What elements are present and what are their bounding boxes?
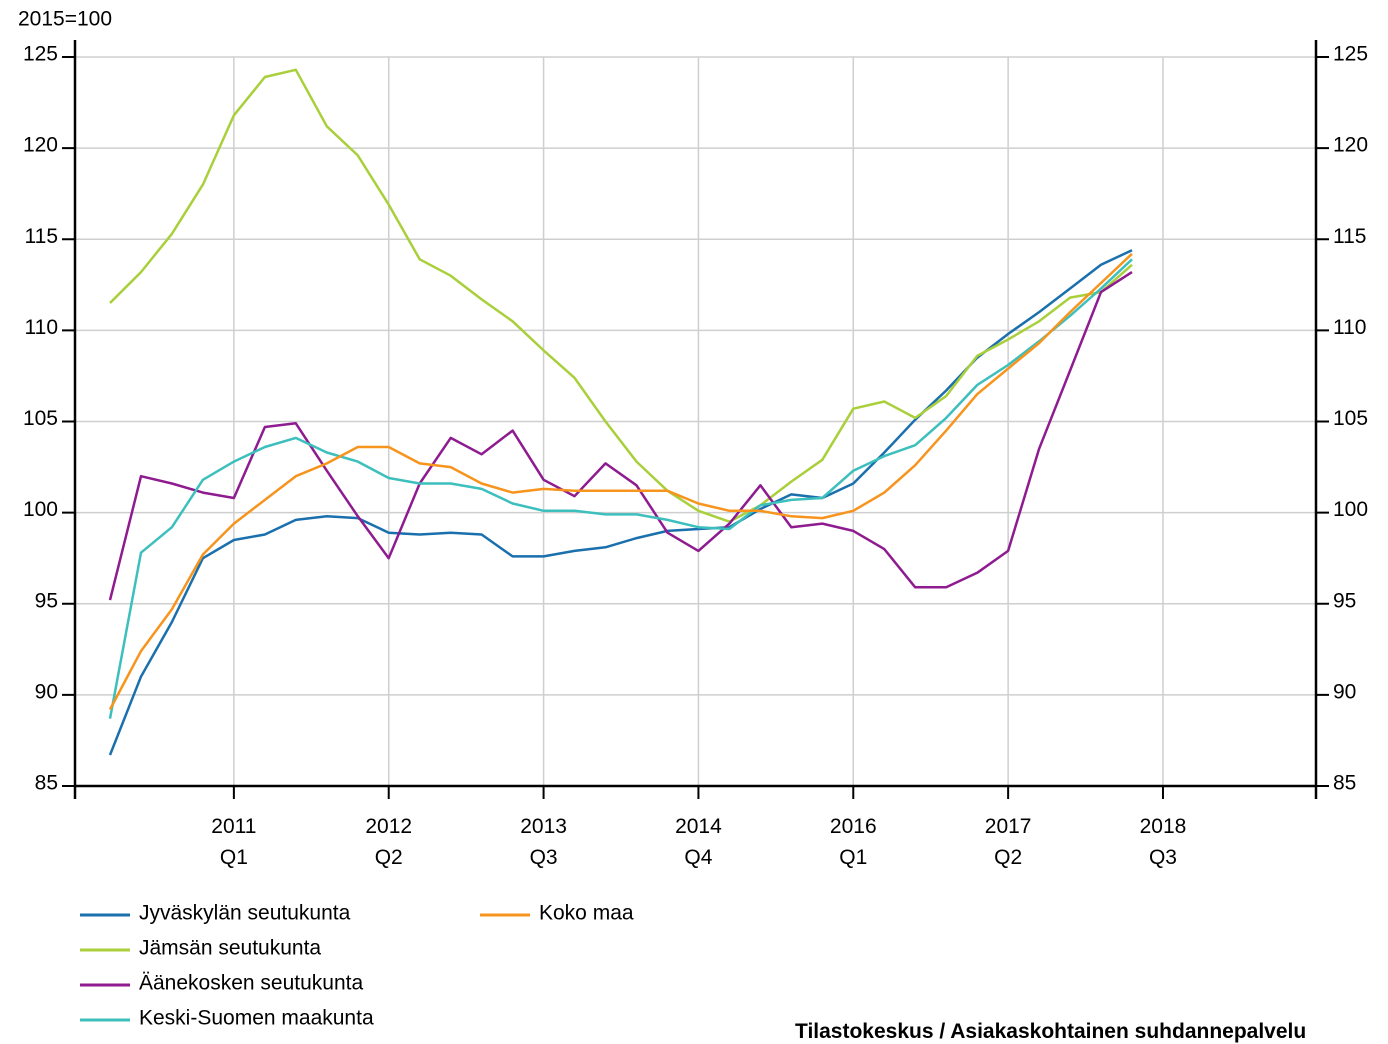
y2-tick-label: 110 [1333,316,1366,339]
x-tick-label: 2014 Q4 [675,815,722,869]
y-tick-label: 85 [35,772,58,795]
y2-tick-label: 125 [1333,43,1368,66]
y-tick-label: 125 [23,43,58,66]
legend-label: Jyväskylän seutukunta [139,902,351,925]
y2-tick-label: 85 [1333,772,1356,795]
x-tick-label: 2018 Q3 [1139,815,1187,869]
y-tick-label: 110 [25,316,58,339]
x-tick-label: 2011 Q1 [211,815,257,869]
x-tick-label: 2013 Q3 [520,815,567,869]
y-tick-label: 90 [35,680,58,703]
series-line [108,271,1133,601]
x-tick-label: 2012 Q2 [365,815,413,869]
legend-label: Koko maa [539,902,634,925]
y2-tick-label: 105 [1333,407,1368,430]
y2-tick-label: 90 [1333,680,1356,703]
y-tick-label: 100 [23,498,58,521]
series-line [108,258,1133,719]
y-tick-label: 115 [25,225,58,248]
y-tick-label: 120 [23,134,58,157]
x-tick-label: 2016 Q1 [829,815,877,869]
y2-tick-label: 95 [1333,589,1356,612]
legend-label: Keski-Suomen maakunta [139,1007,374,1030]
legend-label: Äänekosken seutukunta [139,972,363,995]
y2-tick-label: 120 [1333,134,1368,157]
x-tick-label: 2017 Q2 [984,815,1032,869]
y2-tick-label: 115 [1333,225,1366,248]
y-tick-label: 95 [35,589,58,612]
source: Tilastokeskus / Asiakaskohtainen suhdann… [795,1020,1307,1043]
series-line [109,68,1133,523]
y-tick-label: 105 [23,407,58,430]
y-unit-label: 2015=100 [18,8,112,31]
y2-tick-label: 100 [1333,498,1368,521]
legend-label: Jämsän seutukunta [139,937,321,960]
series-line [108,252,1133,711]
